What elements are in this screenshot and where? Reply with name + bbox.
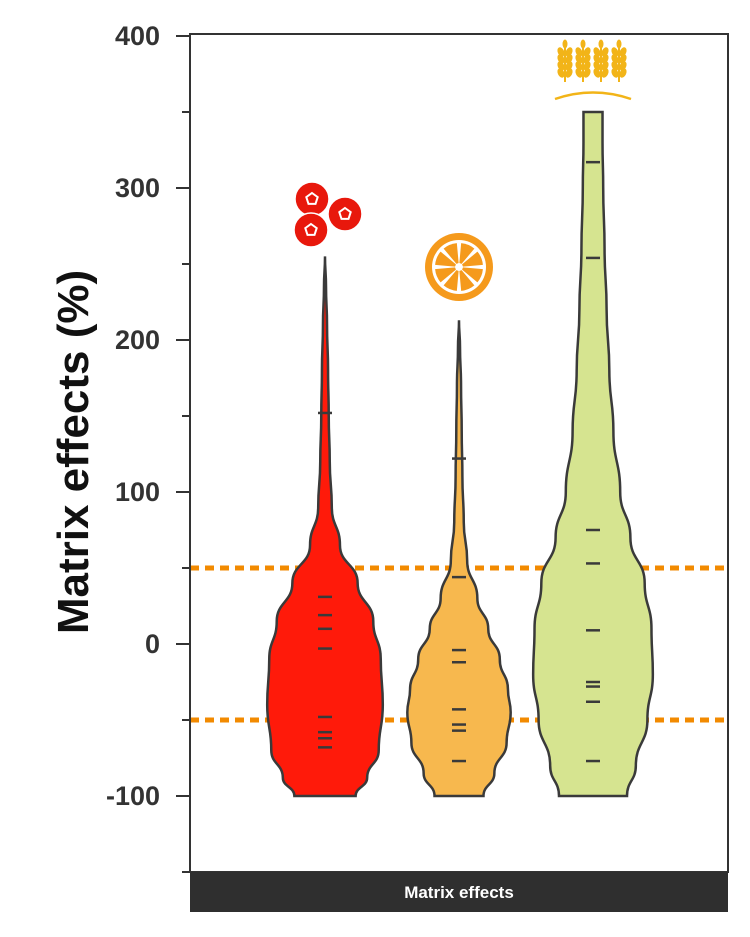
x-axis-label: Matrix effects [404, 883, 514, 902]
y-tick-label: 400 [115, 21, 160, 51]
violins [265, 110, 655, 798]
y-tick-label: 0 [145, 629, 160, 659]
y-tick-label: 200 [115, 325, 160, 355]
berries-icon [293, 181, 363, 248]
violin-body [406, 320, 512, 798]
y-tick-label: 100 [115, 477, 160, 507]
orange-icon [425, 233, 493, 301]
y-tick-label: 300 [115, 173, 160, 203]
y-tick-label: -100 [106, 781, 160, 811]
x-label-strip [190, 872, 728, 912]
violin-body [265, 256, 385, 798]
y-axis-label: Matrix effects (%) [49, 270, 98, 634]
y-axis: 400 300 200 100 0 -100 [106, 21, 190, 873]
wheat-icon [554, 39, 632, 101]
violin-body [531, 110, 655, 798]
category-icons [293, 39, 632, 301]
